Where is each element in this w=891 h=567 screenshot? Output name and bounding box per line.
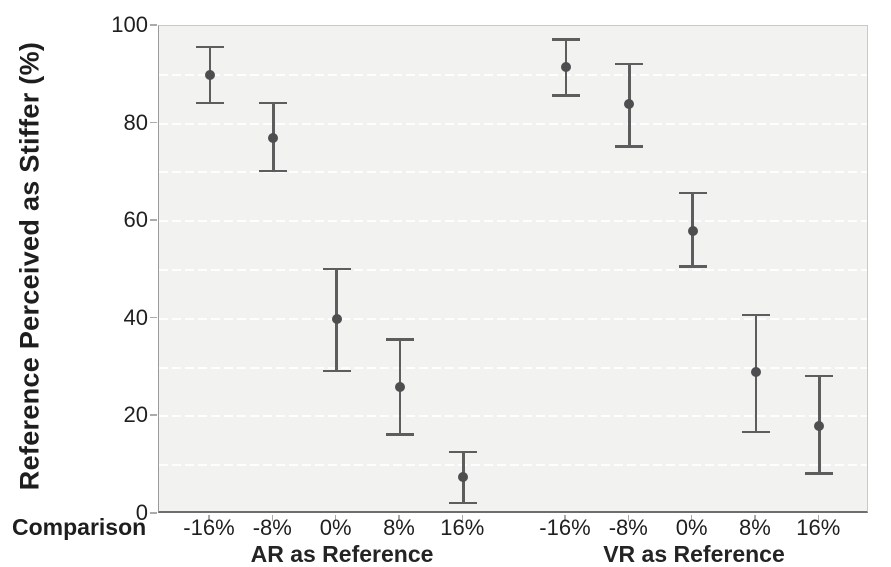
x-tick-label-VR--8%: -8% [608, 515, 648, 540]
x-tick-mark-AR-16% [461, 515, 464, 521]
y-tick-mark-60 [150, 219, 157, 221]
group-label-vr: VR as Reference [603, 541, 785, 567]
error-bar-cap-top [449, 450, 478, 454]
error-bar-cap-bottom [615, 145, 644, 148]
x-tick-label-AR-8%: 8% [383, 515, 415, 540]
error-bar-cap-top [615, 62, 644, 66]
error-bar-cap-bottom [551, 94, 580, 97]
y-tick-label-60: 60 [123, 207, 148, 233]
x-tick-label-VR-16%: 16% [796, 515, 841, 540]
x-tick-mark-VR-16% [817, 515, 820, 521]
error-bar-AR-8% [385, 338, 414, 436]
error-bar-AR--8% [259, 101, 288, 173]
error-bar-cap-bottom [678, 265, 707, 268]
point-marker-AR--16% [204, 69, 215, 80]
error-bar-VR-16% [805, 374, 834, 475]
error-bar-cap-top [322, 267, 351, 271]
gridline-60 [159, 220, 867, 223]
gridline-10 [159, 464, 867, 467]
error-bar-cap-bottom [805, 472, 834, 475]
point-marker-AR--8% [268, 133, 279, 144]
x-tick-mark-AR-0% [334, 515, 337, 521]
error-bar-VR-8% [741, 313, 770, 434]
point-marker-VR-0% [687, 225, 698, 236]
error-bar-cap-top [805, 374, 834, 378]
x-tick-mark-AR-8% [398, 515, 400, 521]
point-marker-AR-0% [331, 313, 342, 324]
error-bar-cap-top [678, 191, 707, 195]
error-bar-cap-top [741, 313, 770, 317]
x-tick-mark-VR--16% [564, 515, 566, 521]
error-bar-cap-bottom [259, 169, 288, 173]
gridline-50 [159, 269, 867, 271]
point-marker-VR-16% [814, 421, 825, 432]
error-bar-AR-16% [449, 450, 478, 505]
error-bar-cap-bottom [195, 101, 224, 105]
error-bar-VR-0% [678, 191, 707, 268]
x-tick-label-AR--8%: -8% [252, 515, 292, 540]
x-axis-title: Comparison [12, 514, 147, 540]
x-tick-label-VR--16%: -16% [539, 515, 591, 540]
y-tick-mark-100 [150, 24, 157, 26]
error-bar-cap-bottom [449, 501, 478, 505]
error-bar-AR-0% [322, 267, 351, 373]
error-bar-cap-bottom [741, 430, 770, 434]
x-tick-label-AR-0%: 0% [319, 515, 352, 540]
y-tick-label-40: 40 [123, 304, 148, 330]
gridline-70 [159, 171, 867, 174]
gridline-90 [159, 73, 867, 76]
y-tick-mark-40 [150, 316, 157, 319]
error-bar-VR--8% [615, 62, 644, 148]
x-tick-mark-VR--8% [627, 515, 630, 521]
y-tick-mark-20 [150, 414, 157, 416]
gridline-30 [159, 366, 867, 369]
y-tick-label-80: 80 [123, 109, 148, 135]
error-bar-cap-top [385, 338, 414, 341]
point-marker-VR-8% [750, 367, 761, 378]
x-tick-label-AR--16%: -16% [183, 515, 235, 540]
point-marker-VR--16% [560, 62, 571, 73]
y-tick-mark-80 [150, 121, 157, 124]
point-marker-AR-8% [394, 382, 405, 393]
error-bar-cap-bottom [385, 433, 414, 436]
x-tick-mark-AR--8% [271, 515, 274, 521]
error-bar-AR--16% [195, 45, 224, 105]
x-tick-mark-VR-8% [754, 515, 756, 521]
plot-area [158, 25, 868, 513]
gridline-80 [159, 122, 867, 125]
error-bar-VR--16% [551, 38, 580, 97]
y-tick-label-20: 20 [123, 402, 148, 428]
x-tick-mark-AR--16% [208, 515, 210, 521]
group-label-ar: AR as Reference [250, 541, 434, 567]
error-bar-cap-top [195, 45, 224, 49]
x-tick-label-AR-16%: 16% [440, 515, 485, 540]
x-tick-label-VR-0%: 0% [675, 515, 708, 540]
point-marker-AR-16% [458, 472, 469, 483]
gridline-40 [159, 317, 867, 320]
y-tick-label-0: 0 [135, 500, 148, 525]
y-tick-mark-0 [150, 512, 157, 514]
error-bar-cap-bottom [322, 369, 351, 373]
error-bar-cap-top [259, 101, 288, 105]
y-tick-label-100: 100 [111, 12, 148, 37]
x-tick-mark-VR-0% [690, 515, 693, 521]
gridline-20 [159, 415, 867, 418]
error-bar-cap-top [551, 38, 580, 41]
x-tick-label-VR-8%: 8% [739, 515, 771, 540]
point-marker-VR--8% [624, 99, 635, 110]
